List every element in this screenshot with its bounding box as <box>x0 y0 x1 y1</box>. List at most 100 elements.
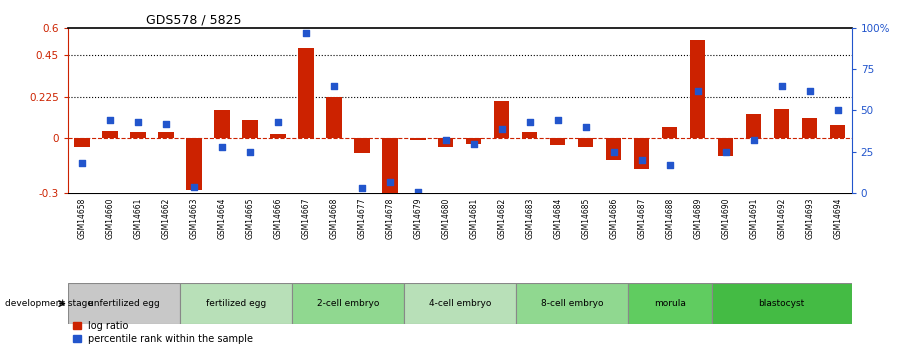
Point <box>831 108 845 113</box>
Text: GSM14694: GSM14694 <box>834 197 843 239</box>
Text: 4-cell embryo: 4-cell embryo <box>429 299 491 308</box>
Point <box>271 119 285 125</box>
Bar <box>550 138 565 145</box>
Point <box>495 126 509 131</box>
Point <box>299 30 313 35</box>
Point <box>662 162 677 168</box>
Text: unfertilized egg: unfertilized egg <box>88 299 159 308</box>
Point <box>718 149 733 155</box>
Text: GSM14661: GSM14661 <box>133 197 142 239</box>
Bar <box>516 283 628 324</box>
Text: morula: morula <box>654 299 686 308</box>
Point <box>551 118 565 123</box>
Point <box>606 149 621 155</box>
Bar <box>830 125 845 138</box>
Text: GSM14683: GSM14683 <box>525 197 535 239</box>
Text: GSM14682: GSM14682 <box>497 197 506 239</box>
Text: GSM14684: GSM14684 <box>554 197 563 239</box>
Text: fertilized egg: fertilized egg <box>206 299 266 308</box>
Text: GSM14679: GSM14679 <box>413 197 422 239</box>
Point <box>187 184 201 189</box>
Point <box>215 144 229 150</box>
Bar <box>606 138 622 160</box>
Bar <box>690 40 706 138</box>
Point <box>159 121 173 126</box>
Text: GSM14660: GSM14660 <box>105 197 114 239</box>
Text: GSM14680: GSM14680 <box>441 197 450 239</box>
Text: GSM14692: GSM14692 <box>777 197 786 239</box>
Text: GSM14658: GSM14658 <box>77 197 86 239</box>
Bar <box>130 132 146 138</box>
Bar <box>712 283 852 324</box>
Text: 8-cell embryo: 8-cell embryo <box>541 299 603 308</box>
Bar <box>718 138 733 156</box>
Bar <box>522 132 537 138</box>
Point <box>747 137 761 143</box>
Bar <box>102 131 118 138</box>
Text: GSM14689: GSM14689 <box>693 197 702 239</box>
Text: GSM14688: GSM14688 <box>665 197 674 239</box>
Legend: log ratio, percentile rank within the sample: log ratio, percentile rank within the sa… <box>72 321 254 344</box>
Text: GSM14668: GSM14668 <box>330 197 338 239</box>
Bar <box>410 138 426 140</box>
Point <box>467 141 481 146</box>
Text: GSM14693: GSM14693 <box>805 197 814 239</box>
Bar <box>628 283 712 324</box>
Point <box>579 124 593 130</box>
Bar <box>662 127 678 138</box>
Text: GSM14664: GSM14664 <box>217 197 226 239</box>
Point <box>130 119 145 125</box>
Bar <box>746 114 761 138</box>
Bar <box>774 109 789 138</box>
Bar <box>242 120 257 138</box>
Bar <box>180 283 292 324</box>
Point <box>382 179 397 184</box>
Text: GSM14691: GSM14691 <box>749 197 758 239</box>
Bar <box>578 138 593 147</box>
Bar <box>68 283 180 324</box>
Point <box>634 157 649 163</box>
Text: GSM14687: GSM14687 <box>637 197 646 239</box>
Point <box>775 83 789 88</box>
Bar <box>802 118 817 138</box>
Bar <box>326 97 342 138</box>
Bar <box>439 138 454 147</box>
Point <box>690 88 705 93</box>
Point <box>326 83 341 88</box>
Text: 2-cell embryo: 2-cell embryo <box>317 299 379 308</box>
Point <box>439 137 453 143</box>
Point <box>410 189 425 194</box>
Point <box>803 88 817 93</box>
Text: GSM14685: GSM14685 <box>582 197 590 239</box>
Text: GSM14667: GSM14667 <box>302 197 311 239</box>
Text: GSM14678: GSM14678 <box>385 197 394 239</box>
Bar <box>466 138 481 144</box>
Text: GDS578 / 5825: GDS578 / 5825 <box>146 13 242 27</box>
Bar <box>187 138 202 189</box>
Bar <box>634 138 650 169</box>
Bar <box>404 283 516 324</box>
Bar <box>292 283 404 324</box>
Bar <box>74 138 90 147</box>
Text: GSM14662: GSM14662 <box>161 197 170 239</box>
Point <box>102 118 117 123</box>
Bar <box>494 101 509 138</box>
Text: blastocyst: blastocyst <box>758 299 805 308</box>
Text: GSM14665: GSM14665 <box>246 197 255 239</box>
Text: GSM14681: GSM14681 <box>469 197 478 239</box>
Point <box>243 149 257 155</box>
Point <box>74 161 89 166</box>
Bar <box>382 138 398 197</box>
Text: GSM14690: GSM14690 <box>721 197 730 239</box>
Bar <box>214 110 229 138</box>
Bar <box>354 138 370 153</box>
Text: GSM14663: GSM14663 <box>189 197 198 239</box>
Bar <box>159 132 174 138</box>
Bar <box>270 134 285 138</box>
Point <box>354 186 369 191</box>
Text: GSM14677: GSM14677 <box>357 197 366 239</box>
Text: GSM14686: GSM14686 <box>609 197 618 239</box>
Point <box>523 119 537 125</box>
Bar <box>298 48 313 138</box>
Text: GSM14666: GSM14666 <box>274 197 283 239</box>
